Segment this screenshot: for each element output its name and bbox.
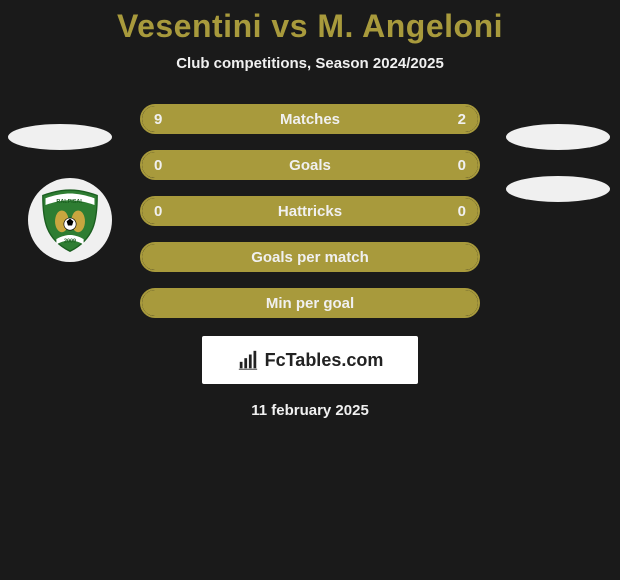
stat-row: Hattricks0 0 bbox=[140, 196, 480, 226]
stat-label: Hattricks bbox=[142, 198, 478, 224]
stat-row: Min per goal bbox=[140, 288, 480, 318]
stat-row: Goals per match bbox=[140, 242, 480, 272]
player-right-placeholder-2 bbox=[506, 176, 610, 202]
footer-brand[interactable]: FcTables.com bbox=[202, 336, 418, 384]
stat-left-value: 0 bbox=[154, 198, 162, 224]
player-right-placeholder-1 bbox=[506, 124, 610, 150]
crest-ribbon-text: RALPISAL bbox=[56, 199, 84, 205]
stat-label: Min per goal bbox=[142, 290, 478, 316]
stat-label: Goals bbox=[142, 152, 478, 178]
stat-label: Matches bbox=[142, 106, 478, 132]
stat-row: Matches9 2 bbox=[140, 104, 480, 134]
date-text: 11 february 2025 bbox=[0, 402, 620, 419]
stat-row: Goals0 0 bbox=[140, 150, 480, 180]
footer-brand-text: FcTables.com bbox=[265, 350, 384, 371]
stat-label: Goals per match bbox=[142, 244, 478, 270]
stat-right-value: 0 bbox=[458, 152, 466, 178]
stat-left-value: 0 bbox=[154, 152, 162, 178]
player-left-placeholder bbox=[8, 124, 112, 150]
crest-year: 2009 bbox=[64, 238, 76, 244]
subtitle: Club competitions, Season 2024/2025 bbox=[0, 55, 620, 72]
stat-right-value: 0 bbox=[458, 198, 466, 224]
stat-right-value: 2 bbox=[458, 106, 466, 132]
bar-chart-icon bbox=[237, 349, 259, 371]
page-title: Vesentini vs M. Angeloni bbox=[0, 0, 620, 45]
stat-left-value: 9 bbox=[154, 106, 162, 132]
shield-icon: RALPISAL 2009 bbox=[36, 186, 104, 254]
club-crest: RALPISAL 2009 bbox=[28, 178, 112, 262]
